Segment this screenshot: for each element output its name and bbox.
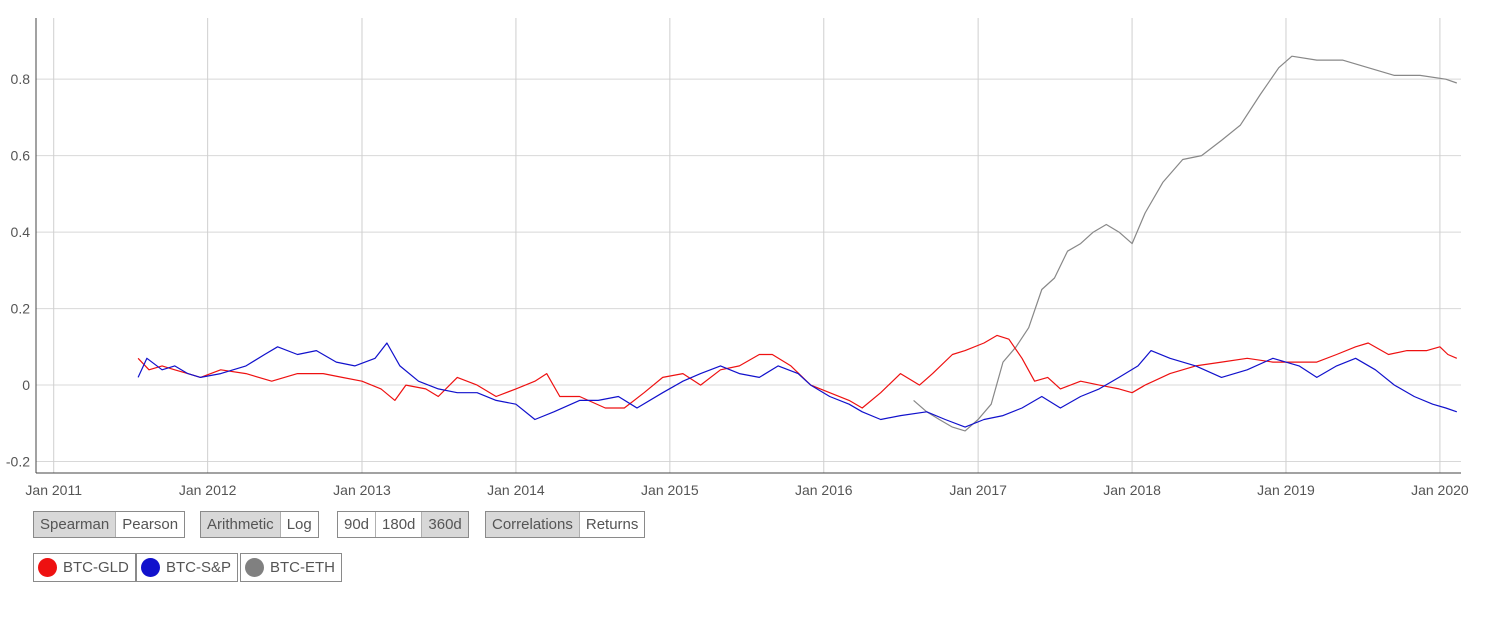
window-360d-button[interactable]: 360d <box>422 512 468 537</box>
method-toggle: Spearman Pearson <box>33 511 186 538</box>
legend-label: BTC-GLD <box>63 559 129 576</box>
window-90d-button[interactable]: 90d <box>338 512 377 537</box>
x-tick-label: Jan 2013 <box>333 482 391 498</box>
x-tick-label: Jan 2014 <box>487 482 545 498</box>
x-tick-label: Jan 2018 <box>1103 482 1161 498</box>
x-tick-label: Jan 2019 <box>1257 482 1315 498</box>
grid <box>36 18 1461 473</box>
legend-label: BTC-S&P <box>166 559 232 576</box>
y-tick-label: -0.2 <box>6 454 30 470</box>
x-tick-label: Jan 2020 <box>1411 482 1469 498</box>
arithmetic-button[interactable]: Arithmetic <box>201 512 281 537</box>
pearson-button[interactable]: Pearson <box>116 512 185 537</box>
y-tick-label: 0.2 <box>11 301 31 317</box>
window-toggle: 90d 180d 360d <box>337 511 469 538</box>
legend-item-btc-gld[interactable]: BTC-GLD <box>33 553 136 582</box>
legend-item-btc-sp[interactable]: BTC-S&P <box>136 553 239 582</box>
x-tick-label: Jan 2011 <box>25 482 82 498</box>
series-line-btc-s-p <box>137 342 1457 428</box>
series-lines <box>137 55 1458 432</box>
x-tick-label: Jan 2012 <box>179 482 237 498</box>
btc-sp-color-dot-icon <box>141 558 160 577</box>
returns-button[interactable]: Returns <box>579 512 645 537</box>
axes: -0.2 0 0.2 0.4 0.6 0.8 Jan 2011 Jan 2012 Jan 201… <box>6 18 1469 498</box>
correlation-chart: -0.2 0 0.2 0.4 0.6 0.8 Jan 2011 Jan 2012 Jan 201… <box>6 18 1469 498</box>
y-tick-label: 0.4 <box>11 224 31 240</box>
btc-eth-color-dot-icon <box>245 558 264 577</box>
x-tick-label: Jan 2015 <box>641 482 699 498</box>
log-button[interactable]: Log <box>280 512 318 537</box>
series-line-btc-gld <box>137 334 1458 409</box>
spearman-button[interactable]: Spearman <box>34 512 117 537</box>
legend-label: BTC-ETH <box>270 559 335 576</box>
x-tick-label: Jan 2017 <box>949 482 1007 498</box>
scale-toggle: Arithmetic Log <box>200 511 319 538</box>
correlations-button[interactable]: Correlations <box>486 512 580 537</box>
window-180d-button[interactable]: 180d <box>376 512 423 537</box>
x-tick-label: Jan 2016 <box>795 482 853 498</box>
y-tick-label: 0 <box>22 377 30 393</box>
y-tick-label: 0.8 <box>11 71 31 87</box>
btc-gld-color-dot-icon <box>38 558 57 577</box>
view-toggle: Correlations Returns <box>485 511 646 538</box>
legend-item-btc-eth[interactable]: BTC-ETH <box>240 553 342 582</box>
y-tick-label: 0.6 <box>11 148 31 164</box>
series-line-btc-eth <box>913 55 1457 432</box>
